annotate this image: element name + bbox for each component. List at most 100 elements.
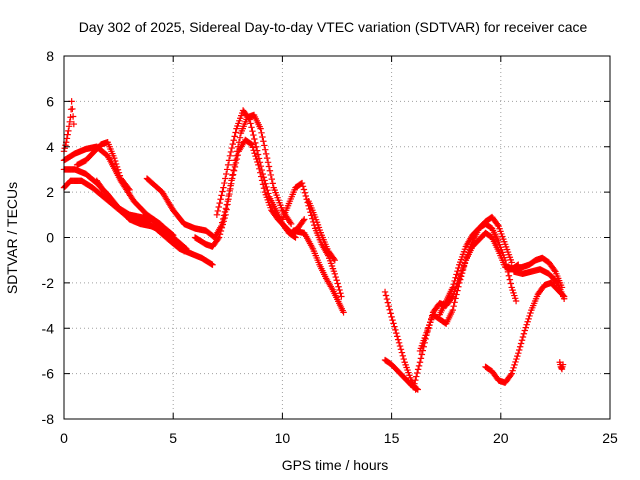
data-point bbox=[384, 299, 392, 306]
series-track-20 bbox=[510, 266, 568, 302]
data-point bbox=[252, 143, 260, 150]
chart-title: Day 302 of 2025, Sidereal Day-to-day VTE… bbox=[79, 19, 588, 35]
data-point bbox=[514, 352, 521, 360]
data-point bbox=[235, 139, 243, 146]
series-track-9 bbox=[213, 107, 299, 241]
data-point bbox=[183, 245, 190, 253]
data-point bbox=[333, 277, 340, 284]
data-point bbox=[524, 318, 531, 325]
data-point bbox=[115, 169, 123, 176]
data-point bbox=[455, 264, 462, 272]
data-point bbox=[248, 124, 255, 131]
data-point bbox=[381, 288, 389, 296]
data-point bbox=[214, 207, 222, 215]
data-point bbox=[413, 373, 420, 380]
data-point bbox=[411, 380, 418, 387]
data-point bbox=[63, 135, 71, 142]
y-tick-label: 4 bbox=[46, 139, 54, 155]
data-point bbox=[291, 233, 298, 241]
x-tick-label: 25 bbox=[602, 430, 618, 446]
x-tick-label: 10 bbox=[275, 430, 291, 446]
data-point bbox=[494, 221, 501, 229]
data-point bbox=[222, 205, 230, 212]
data-point bbox=[387, 310, 394, 317]
data-point bbox=[388, 313, 395, 321]
data-point bbox=[264, 159, 272, 166]
data-point bbox=[69, 105, 76, 113]
data-point bbox=[231, 163, 239, 171]
data-point bbox=[209, 261, 216, 268]
data-point bbox=[415, 362, 423, 370]
data-point bbox=[230, 137, 237, 144]
data-point bbox=[249, 144, 256, 151]
data-point bbox=[383, 295, 391, 303]
data-marks bbox=[60, 98, 568, 393]
data-point bbox=[287, 220, 295, 228]
y-axis-label: SDTVAR / TECUs bbox=[4, 182, 20, 294]
data-point bbox=[262, 180, 269, 187]
data-point bbox=[259, 170, 266, 178]
data-point bbox=[223, 206, 230, 213]
data-point bbox=[228, 144, 236, 152]
data-point bbox=[461, 260, 469, 267]
data-point bbox=[234, 151, 241, 159]
data-point bbox=[226, 190, 233, 198]
data-point bbox=[267, 171, 275, 179]
data-point bbox=[66, 118, 74, 125]
data-point bbox=[515, 350, 522, 357]
data-point bbox=[460, 263, 468, 270]
data-point bbox=[399, 352, 407, 359]
data-point bbox=[217, 196, 224, 203]
data-point bbox=[457, 276, 464, 283]
data-point bbox=[393, 329, 400, 337]
data-point bbox=[220, 218, 227, 225]
data-point bbox=[560, 295, 568, 302]
y-tick-label: 0 bbox=[46, 230, 54, 246]
data-point bbox=[65, 127, 72, 135]
data-point bbox=[221, 179, 228, 187]
data-point bbox=[331, 256, 339, 264]
y-tick-label: -4 bbox=[42, 320, 55, 336]
data-point bbox=[521, 327, 529, 334]
y-tick-label: -2 bbox=[42, 275, 55, 291]
x-tick-label: 5 bbox=[169, 430, 177, 446]
data-point bbox=[169, 231, 176, 238]
data-point bbox=[400, 355, 407, 363]
data-point bbox=[231, 133, 238, 140]
data-point bbox=[228, 180, 235, 187]
data-point bbox=[513, 355, 520, 363]
data-point bbox=[453, 291, 460, 298]
data-point bbox=[391, 323, 398, 330]
data-point bbox=[218, 224, 226, 231]
data-point bbox=[410, 384, 417, 391]
data-point bbox=[506, 276, 514, 283]
data-point bbox=[414, 366, 422, 373]
data-point bbox=[225, 157, 233, 164]
data-point bbox=[330, 255, 338, 263]
x-axis-label: GPS time / hours bbox=[282, 457, 389, 473]
data-point bbox=[214, 235, 222, 242]
data-point bbox=[245, 115, 252, 122]
series-track-21 bbox=[556, 359, 567, 373]
data-point bbox=[301, 189, 309, 196]
data-point bbox=[215, 203, 222, 211]
data-point bbox=[251, 135, 258, 143]
data-point bbox=[505, 272, 513, 279]
data-point bbox=[301, 216, 308, 223]
data-point bbox=[224, 161, 232, 169]
data-point bbox=[512, 358, 519, 366]
data-point bbox=[299, 183, 307, 190]
data-point bbox=[412, 376, 419, 384]
y-tick-label: -6 bbox=[42, 366, 55, 382]
series-track-16 bbox=[416, 213, 515, 355]
data-point bbox=[394, 336, 402, 343]
y-tick-label: 2 bbox=[46, 184, 54, 200]
data-point bbox=[62, 142, 69, 149]
x-tick-label: 15 bbox=[384, 430, 400, 446]
data-point bbox=[182, 244, 189, 252]
data-point bbox=[518, 337, 526, 344]
data-point bbox=[382, 292, 390, 299]
data-point bbox=[394, 333, 401, 340]
series-track-17 bbox=[436, 220, 520, 318]
